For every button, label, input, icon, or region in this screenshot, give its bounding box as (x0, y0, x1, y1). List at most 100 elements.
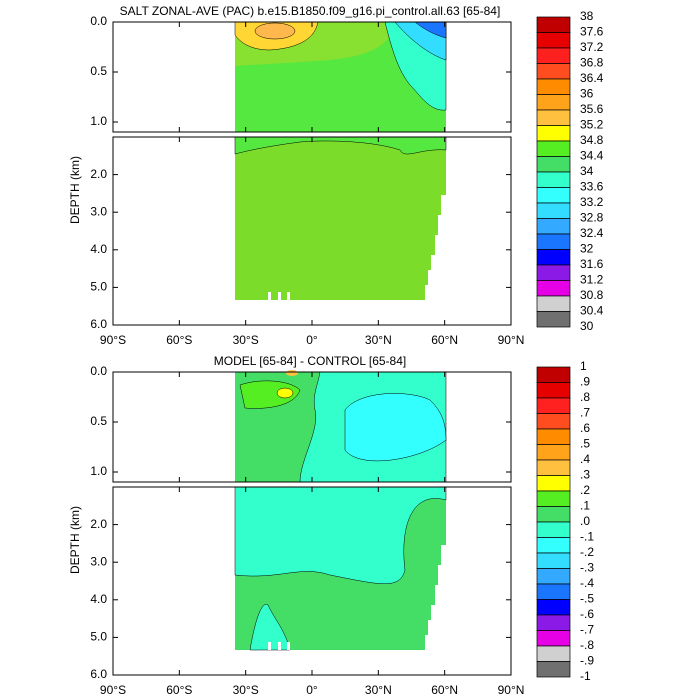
x-tick-label: 60°S (166, 683, 192, 697)
y-tick-label: 3.0 (90, 554, 107, 568)
x-tick-label: 30°S (233, 683, 259, 697)
colorbar-label: .0 (580, 514, 590, 528)
colorbar-box (536, 630, 571, 647)
colorbar-box (536, 506, 571, 523)
x-tick-label: 90°N (498, 333, 525, 347)
y-tick-label: 5.0 (90, 280, 107, 294)
colorbar-label: 31.6 (580, 257, 604, 271)
colorbar-label: 37.6 (580, 25, 604, 39)
colorbar-box (536, 490, 571, 507)
colorbar-label: .9 (580, 375, 590, 389)
colorbar-box (536, 125, 571, 142)
chart-title: SALT ZONAL-AVE (PAC) b.e15.B1850.f09_g16… (120, 4, 501, 18)
colorbar-box (536, 280, 571, 297)
colorbar-label: -.3 (580, 561, 594, 575)
colorbar-box (536, 295, 571, 312)
colorbar-box (536, 140, 571, 157)
colorbar-box (536, 233, 571, 250)
colorbar-box (536, 63, 571, 80)
colorbar-label: .4 (580, 452, 590, 466)
colorbar-box (536, 94, 571, 111)
colorbar-label: 30.8 (580, 288, 604, 302)
colorbar-box (536, 311, 571, 328)
x-tick-label: 30°N (365, 333, 392, 347)
colorbar-box (536, 187, 571, 204)
x-tick-label: 0° (306, 683, 318, 697)
colorbar-box (536, 397, 571, 414)
colorbar-label: 32 (580, 242, 594, 256)
colorbar-label: 36.4 (580, 71, 604, 85)
colorbar-box (536, 171, 571, 188)
colorbar-label: 37.2 (580, 40, 604, 54)
y-tick-label: 0.5 (90, 414, 107, 428)
chart-title: MODEL [65-84] - CONTROL [65-84] (214, 354, 407, 368)
colorbar-label: -1 (580, 669, 591, 683)
colorbar-box (536, 537, 571, 554)
colorbar-label: .5 (580, 437, 590, 451)
colorbar-label: 33.6 (580, 180, 604, 194)
colorbar-box (536, 382, 571, 399)
colorbar-label: 36.8 (580, 56, 604, 70)
colorbar-label: 30.4 (580, 304, 604, 318)
colorbar-box (536, 47, 571, 64)
colorbar-label: 35.2 (580, 118, 604, 132)
colorbar-label: .8 (580, 390, 590, 404)
colorbar-label: 34.4 (580, 149, 604, 163)
colorbar-box (536, 109, 571, 126)
colorbar-label: 36 (580, 87, 594, 101)
colorbar-box (536, 218, 571, 235)
y-tick-label: 4.0 (90, 592, 107, 606)
colorbar-box (536, 583, 571, 600)
colorbar-label: .1 (580, 499, 590, 513)
colorbar-box (536, 78, 571, 95)
colorbar-label: -.8 (580, 638, 594, 652)
colorbar-label: -.7 (580, 623, 594, 637)
colorbar-label: 38 (580, 9, 594, 23)
field-salinity (234, 21, 447, 300)
colorbar-box (536, 156, 571, 173)
colorbar-label: 32.4 (580, 226, 604, 240)
colorbar-box (536, 413, 571, 430)
y-tick-label: 3.0 (90, 204, 107, 218)
colorbar-box (536, 475, 571, 492)
y-tick-label: 1.0 (90, 114, 107, 128)
y-axis-label: DEPTH (km) (68, 506, 82, 574)
y-tick-label: 0.0 (90, 14, 107, 28)
colorbar-label: -.1 (580, 530, 594, 544)
y-axis-label: DEPTH (km) (68, 156, 82, 224)
colorbar-label: 32.8 (580, 211, 604, 225)
colorbar-label: -.4 (580, 576, 594, 590)
colorbar-label: -.9 (580, 654, 594, 668)
colorbar-label: 31.2 (580, 273, 604, 287)
colorbar-box (536, 366, 571, 383)
colorbar-label: 34.8 (580, 133, 604, 147)
colorbar-label: 30 (580, 319, 594, 333)
y-tick-label: 6.0 (90, 667, 107, 681)
y-tick-label: 4.0 (90, 242, 107, 256)
colorbar-box (536, 32, 571, 49)
colorbar-label: -.6 (580, 607, 594, 621)
colorbar-label: -.5 (580, 592, 594, 606)
x-tick-label: 90°S (100, 333, 126, 347)
colorbar-box (536, 459, 571, 476)
x-tick-label: 60°S (166, 333, 192, 347)
x-tick-label: 60°N (431, 683, 458, 697)
colorbar-label: .3 (580, 468, 590, 482)
colorbar-label: 1 (580, 359, 587, 373)
colorbar-box (536, 568, 571, 585)
x-tick-label: 90°N (498, 683, 525, 697)
x-tick-label: 0° (306, 333, 318, 347)
colorbar-box (536, 264, 571, 281)
x-tick-label: 90°S (100, 683, 126, 697)
colorbar-label: .6 (580, 421, 590, 435)
x-tick-label: 60°N (431, 333, 458, 347)
colorbar-box (536, 444, 571, 461)
y-tick-label: 5.0 (90, 630, 107, 644)
colorbar-label: 34 (580, 164, 594, 178)
colorbar-label: -.2 (580, 545, 594, 559)
y-tick-label: 6.0 (90, 317, 107, 331)
colorbar-label: 35.6 (580, 102, 604, 116)
y-tick-label: 0.5 (90, 64, 107, 78)
colorbar-box (536, 661, 571, 678)
